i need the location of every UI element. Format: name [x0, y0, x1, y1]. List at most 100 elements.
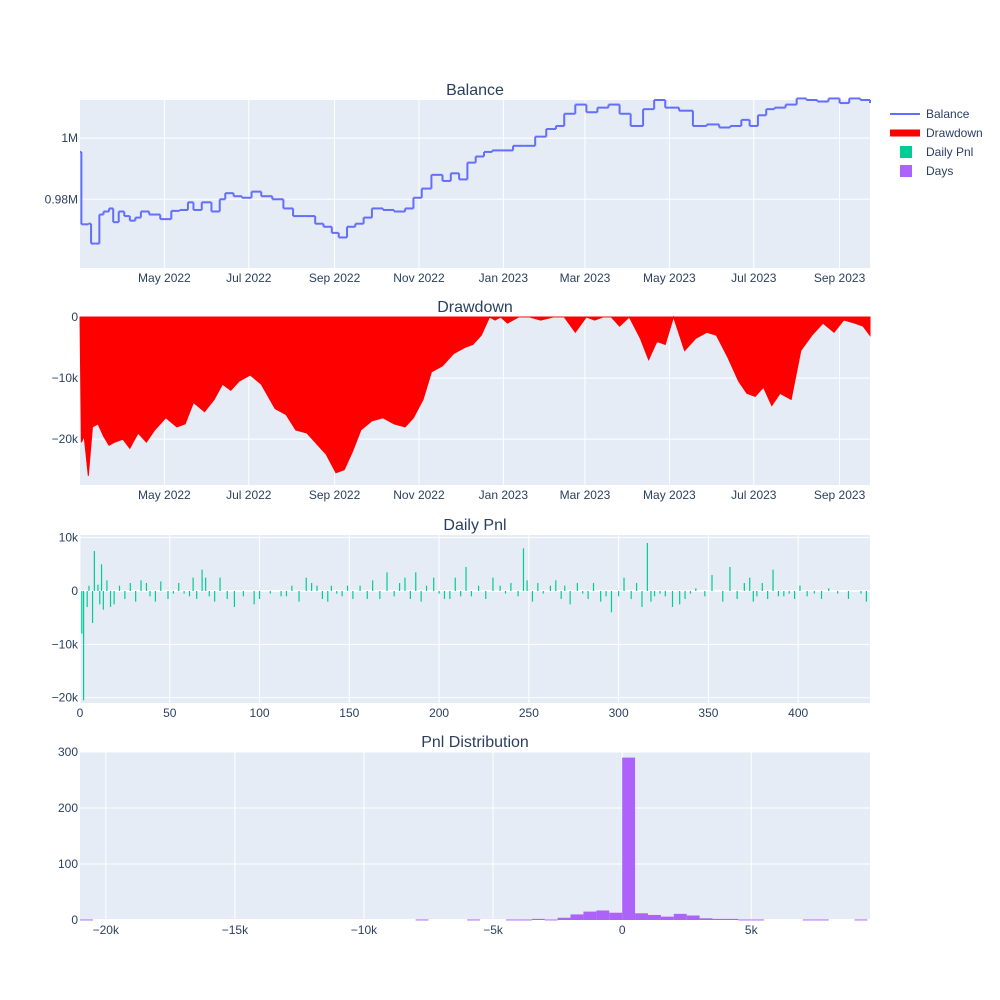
histogram-bar: [467, 919, 481, 921]
daily-pnl-bar: [398, 583, 401, 591]
daily-pnl-bar: [477, 585, 480, 591]
histogram-bar: [609, 912, 623, 920]
legend-days-square-symbol: [900, 165, 912, 177]
daily-pnl-bar: [522, 548, 525, 591]
y-tick-label: 100: [58, 857, 78, 871]
legend-item-days[interactable]: Days: [900, 164, 953, 178]
daily-pnl-bar: [761, 583, 763, 591]
x-tick-label: −15k: [222, 923, 249, 937]
daily-pnl-bar: [242, 591, 244, 597]
daily-pnl-bar: [793, 591, 796, 599]
daily-pnl-bar: [443, 591, 446, 599]
daily-pnl-bar: [610, 591, 613, 613]
y-tick-label: −20k: [52, 432, 79, 446]
daily-pnl-bar: [346, 585, 349, 591]
x-tick-label: 150: [339, 706, 359, 720]
histogram-bar: [854, 919, 868, 921]
daily-pnl-bar: [684, 591, 686, 599]
daily-pnl-bar: [91, 591, 94, 623]
daily-pnl-bar: [352, 591, 354, 599]
x-tick-label: Sep 2022: [309, 488, 361, 502]
y-tick-label: 0: [71, 584, 78, 598]
x-tick-label: 350: [698, 706, 718, 720]
daily-pnl-bar: [129, 583, 131, 591]
x-tick-label: Jul 2022: [226, 488, 272, 502]
daily-pnl-bar: [109, 591, 112, 607]
daily-pnl-bar: [135, 591, 137, 602]
daily-pnl-bar: [605, 591, 607, 597]
daily-pnl-bar: [783, 591, 785, 597]
daily-pnl-bar: [88, 585, 90, 591]
daily-pnl-bar: [140, 580, 142, 591]
daily-pnl-bar: [100, 564, 103, 591]
daily-pnl-bar: [280, 591, 282, 597]
daily-pnl-bar: [208, 591, 210, 597]
daily-pnl-bar: [192, 577, 194, 591]
daily-pnl-bar: [689, 591, 692, 594]
daily-pnl-bar: [226, 591, 228, 599]
daily-pnl-bar: [635, 583, 638, 591]
balance-plot-area: [80, 100, 870, 268]
histogram-bar: [635, 913, 648, 920]
x-tick-label: 200: [429, 706, 449, 720]
daily-pnl-bar: [460, 591, 462, 597]
daily-pnl-bar: [118, 585, 121, 591]
daily-pnl-bar: [679, 591, 681, 605]
daily-pnl-bar: [517, 591, 519, 597]
daily-pnl-bar: [555, 580, 557, 591]
x-tick-label: 0: [77, 706, 84, 720]
daily-pnl-bar: [285, 591, 288, 597]
daily-pnl-bar: [433, 577, 435, 591]
x-tick-label: Sep 2022: [309, 271, 361, 285]
daily-pnl-y-ticks: −20k −10k 0 10k: [52, 531, 79, 705]
drawdown-y-ticks: −20k −10k 0: [52, 310, 79, 446]
balance-gridlines: [80, 100, 870, 268]
daily-pnl-bar: [81, 591, 83, 634]
balance-x-ticks: May 2022 Jul 2022 Sep 2022 Nov 2022 Jan 2023…: [138, 271, 866, 285]
drawdown-subplot: −20k −10k 0 May 2022 Jul 2022 Sep 2022 Nov 20…: [52, 299, 871, 502]
daily-pnl-bar: [201, 569, 203, 591]
daily-pnl-bar: [704, 591, 706, 597]
histogram-bar: [622, 757, 636, 920]
daily-pnl-bar: [425, 585, 428, 591]
x-tick-label: Jul 2023: [731, 271, 777, 285]
daily-pnl-bar: [253, 591, 255, 605]
daily-pnl-subplot: −20k −10k 0 10k 0 50 100 150 200 250 300 350 400 Da…: [52, 517, 870, 720]
daily-pnl-bar: [82, 591, 85, 701]
daily-pnl-bar: [145, 583, 148, 591]
y-tick-label: 200: [58, 801, 78, 815]
daily-pnl-bar: [454, 577, 456, 591]
histogram-bar: [686, 915, 700, 920]
histogram-bar: [583, 911, 597, 920]
histogram-bar: [80, 919, 93, 921]
legend-item-drawdown[interactable]: Drawdown: [890, 126, 983, 140]
x-tick-label: Jan 2023: [479, 488, 529, 502]
y-tick-label: 0: [71, 310, 78, 324]
x-tick-label: May 2022: [138, 488, 191, 502]
legend-item-daily-pnl[interactable]: Daily Pnl: [900, 145, 973, 159]
daily-pnl-bar: [711, 575, 713, 591]
daily-pnl-x-ticks: 0 50 100 150 200 250 300 350 400: [77, 706, 809, 720]
daily-pnl-bar: [813, 591, 815, 594]
y-tick-label: 0.98M: [45, 192, 78, 206]
x-tick-label: 5k: [745, 923, 759, 937]
x-tick-label: Mar 2023: [560, 488, 611, 502]
daily-pnl-bar: [167, 591, 169, 599]
daily-pnl-bar: [409, 591, 411, 599]
x-tick-label: 100: [250, 706, 270, 720]
daily-pnl-bar: [526, 580, 528, 591]
legend-drawdown-label: Drawdown: [926, 126, 983, 140]
daily-pnl-bar: [860, 591, 862, 594]
daily-pnl-bar: [820, 591, 823, 599]
daily-pnl-bar: [188, 591, 191, 597]
daily-pnl-bar: [465, 567, 467, 591]
histogram-bar: [596, 910, 610, 920]
daily-pnl-bar: [183, 591, 185, 594]
daily-pnl-bar: [298, 591, 300, 602]
daily-pnl-plot-area: [80, 535, 870, 703]
legend-item-balance[interactable]: Balance: [890, 107, 970, 121]
daily-pnl-bar: [97, 584, 99, 591]
histogram-bar: [738, 919, 752, 921]
daily-pnl-bar: [504, 591, 507, 594]
